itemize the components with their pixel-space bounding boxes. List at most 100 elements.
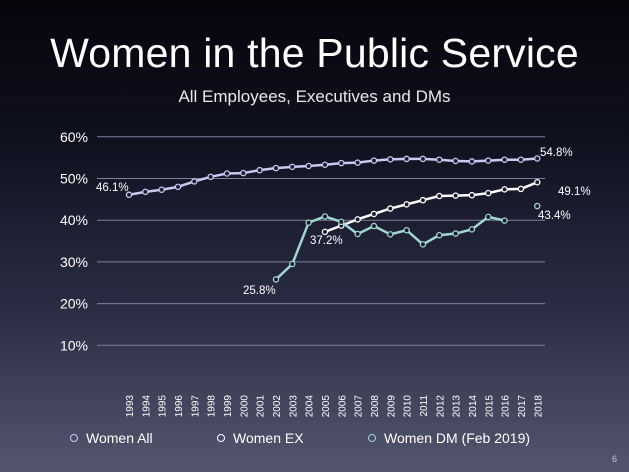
data-point [534, 179, 541, 186]
data-label: 46.1% [96, 182, 129, 194]
data-point [452, 192, 459, 199]
data-point [321, 161, 329, 168]
data-point [370, 222, 378, 230]
x-tick-label: 2002 [272, 395, 283, 418]
data-label: 37.2% [310, 235, 343, 247]
data-point [272, 276, 280, 283]
y-tick-label: 50% [60, 171, 88, 187]
data-point [338, 218, 345, 226]
slide-title: Women in the Public Service [50, 30, 579, 76]
data-point [485, 213, 492, 221]
data-point [321, 213, 329, 220]
data-point [534, 202, 541, 210]
series-line [275, 215, 505, 281]
data-point [240, 169, 247, 177]
data-label: 49.1% [558, 186, 591, 198]
data-point [517, 156, 525, 163]
x-tick-label: 1993 [125, 395, 136, 418]
x-tick-label: 2012 [435, 395, 446, 418]
data-point [191, 178, 198, 185]
data-point [305, 162, 312, 170]
x-tick-label: 1995 [158, 395, 169, 418]
x-tick-label: 2010 [403, 395, 414, 418]
legend-marker-women-dm [368, 434, 376, 442]
data-point [468, 191, 476, 199]
x-tick-label: 1998 [207, 395, 218, 418]
data-point [370, 210, 378, 218]
data-point [436, 231, 443, 239]
data-point [485, 157, 492, 164]
data-point [321, 228, 329, 236]
chart-legend: Women All Women EX Women DM (Feb 2019) [0, 430, 629, 450]
x-tick-label: 2017 [517, 395, 528, 418]
data-point [403, 226, 410, 234]
x-tick-label: 2003 [288, 395, 299, 418]
data-point [207, 173, 214, 181]
legend-label-women-all: Women All [86, 430, 153, 446]
data-point [419, 196, 427, 204]
y-tick-label: 30% [60, 254, 88, 270]
y-tick-label: 60% [60, 129, 88, 145]
x-tick-label: 2001 [256, 395, 267, 418]
x-tick-label: 1996 [174, 395, 185, 418]
data-point [223, 170, 231, 177]
data-point [338, 159, 345, 167]
slide-subtitle: All Employees, Executives and DMs [178, 87, 451, 106]
data-point [305, 219, 312, 226]
page-number: 6 [611, 454, 617, 464]
x-tick-label: 2000 [239, 395, 250, 418]
x-tick-label: 2011 [419, 395, 430, 417]
x-tick-label: 2008 [370, 395, 381, 418]
data-point [501, 186, 508, 193]
data-point [419, 155, 427, 163]
x-tick-label: 1997 [190, 395, 201, 418]
data-point [289, 260, 296, 268]
data-label: 54.8% [540, 147, 573, 159]
data-point [387, 156, 394, 163]
data-point [354, 216, 361, 223]
data-point [436, 192, 443, 200]
legend-item-women-ex: Women EX [217, 430, 304, 446]
data-point [452, 157, 459, 165]
x-tick-label: 2005 [321, 395, 332, 418]
data-point [289, 163, 296, 171]
x-tick-label: 2006 [337, 395, 348, 418]
data-point [354, 159, 361, 166]
data-point [370, 157, 378, 164]
data-label: 25.8% [243, 285, 276, 297]
data-point [501, 217, 508, 224]
data-point [354, 230, 361, 238]
x-tick-label: 2009 [386, 395, 397, 418]
y-tick-label: 20% [60, 296, 88, 312]
data-point [403, 201, 410, 208]
x-tick-label: 2004 [305, 395, 316, 418]
legend-item-women-all: Women All [70, 430, 153, 446]
legend-item-women-dm: Women DM (Feb 2019) [368, 430, 530, 446]
x-tick-label: 2013 [452, 395, 463, 418]
data-point [174, 183, 182, 191]
data-point [534, 155, 541, 162]
data-point [387, 231, 394, 238]
data-point [256, 166, 263, 174]
y-tick-label: 40% [60, 212, 88, 228]
x-tick-label: 2015 [484, 395, 495, 418]
x-tick-label: 2018 [533, 395, 544, 418]
series-line [128, 157, 538, 196]
data-point [158, 186, 165, 194]
data-point [272, 164, 280, 172]
data-label: 43.4% [538, 210, 571, 222]
legend-label-women-ex: Women EX [233, 430, 304, 446]
data-point [387, 205, 394, 212]
legend-marker-women-ex [217, 434, 225, 442]
data-point [501, 156, 508, 163]
legend-label-women-dm: Women DM (Feb 2019) [384, 430, 531, 446]
data-point [517, 185, 525, 193]
data-point [125, 191, 133, 199]
legend-marker-women-all [70, 434, 78, 442]
data-point [403, 155, 410, 163]
y-tick-label: 10% [60, 337, 88, 353]
data-point [452, 230, 459, 237]
x-tick-label: 2016 [501, 395, 512, 418]
x-tick-label: 1999 [223, 395, 234, 418]
